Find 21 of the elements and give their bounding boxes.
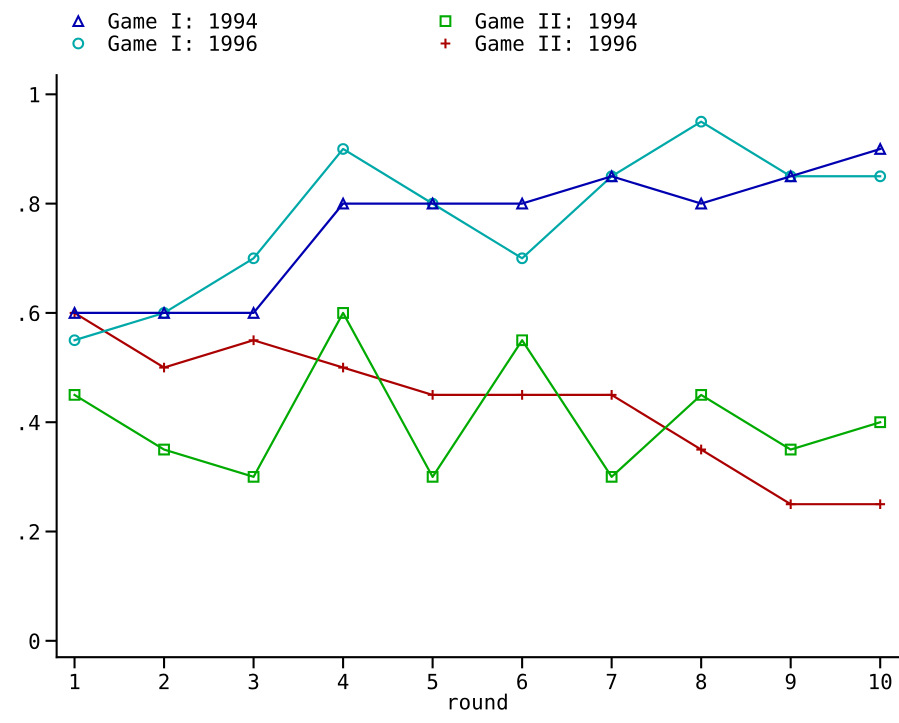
x-tick-label: 8 [696,674,706,690]
legend-label: Game II: 1996 [476,35,636,52]
legend-label: Game I: 1994 [108,12,257,29]
y-tick-label: .6 [20,305,40,322]
x-tick-label: 10 [870,674,892,690]
y-tick-label: 0 [29,633,40,650]
legend-label: Game II: 1994 [476,12,637,29]
x-tick-label: 2 [159,674,169,690]
y-tick-label: .4 [20,414,40,430]
x-tick-label: 1 [70,674,80,690]
x-tick-label: 6 [517,674,528,690]
y-tick-label: .8 [20,196,40,212]
x-axis-title: round [450,694,507,710]
y-tick-label: 1 [30,87,40,102]
x-tick-label: 3 [248,674,258,690]
x-tick-label: 5 [428,674,438,690]
legend-label: Game I: 1996 [108,35,257,52]
x-tick-label: 9 [786,674,796,690]
x-tick-label: 7 [606,674,616,690]
y-tick-label: .2 [20,524,39,540]
x-tick-label: 4 [338,674,348,690]
